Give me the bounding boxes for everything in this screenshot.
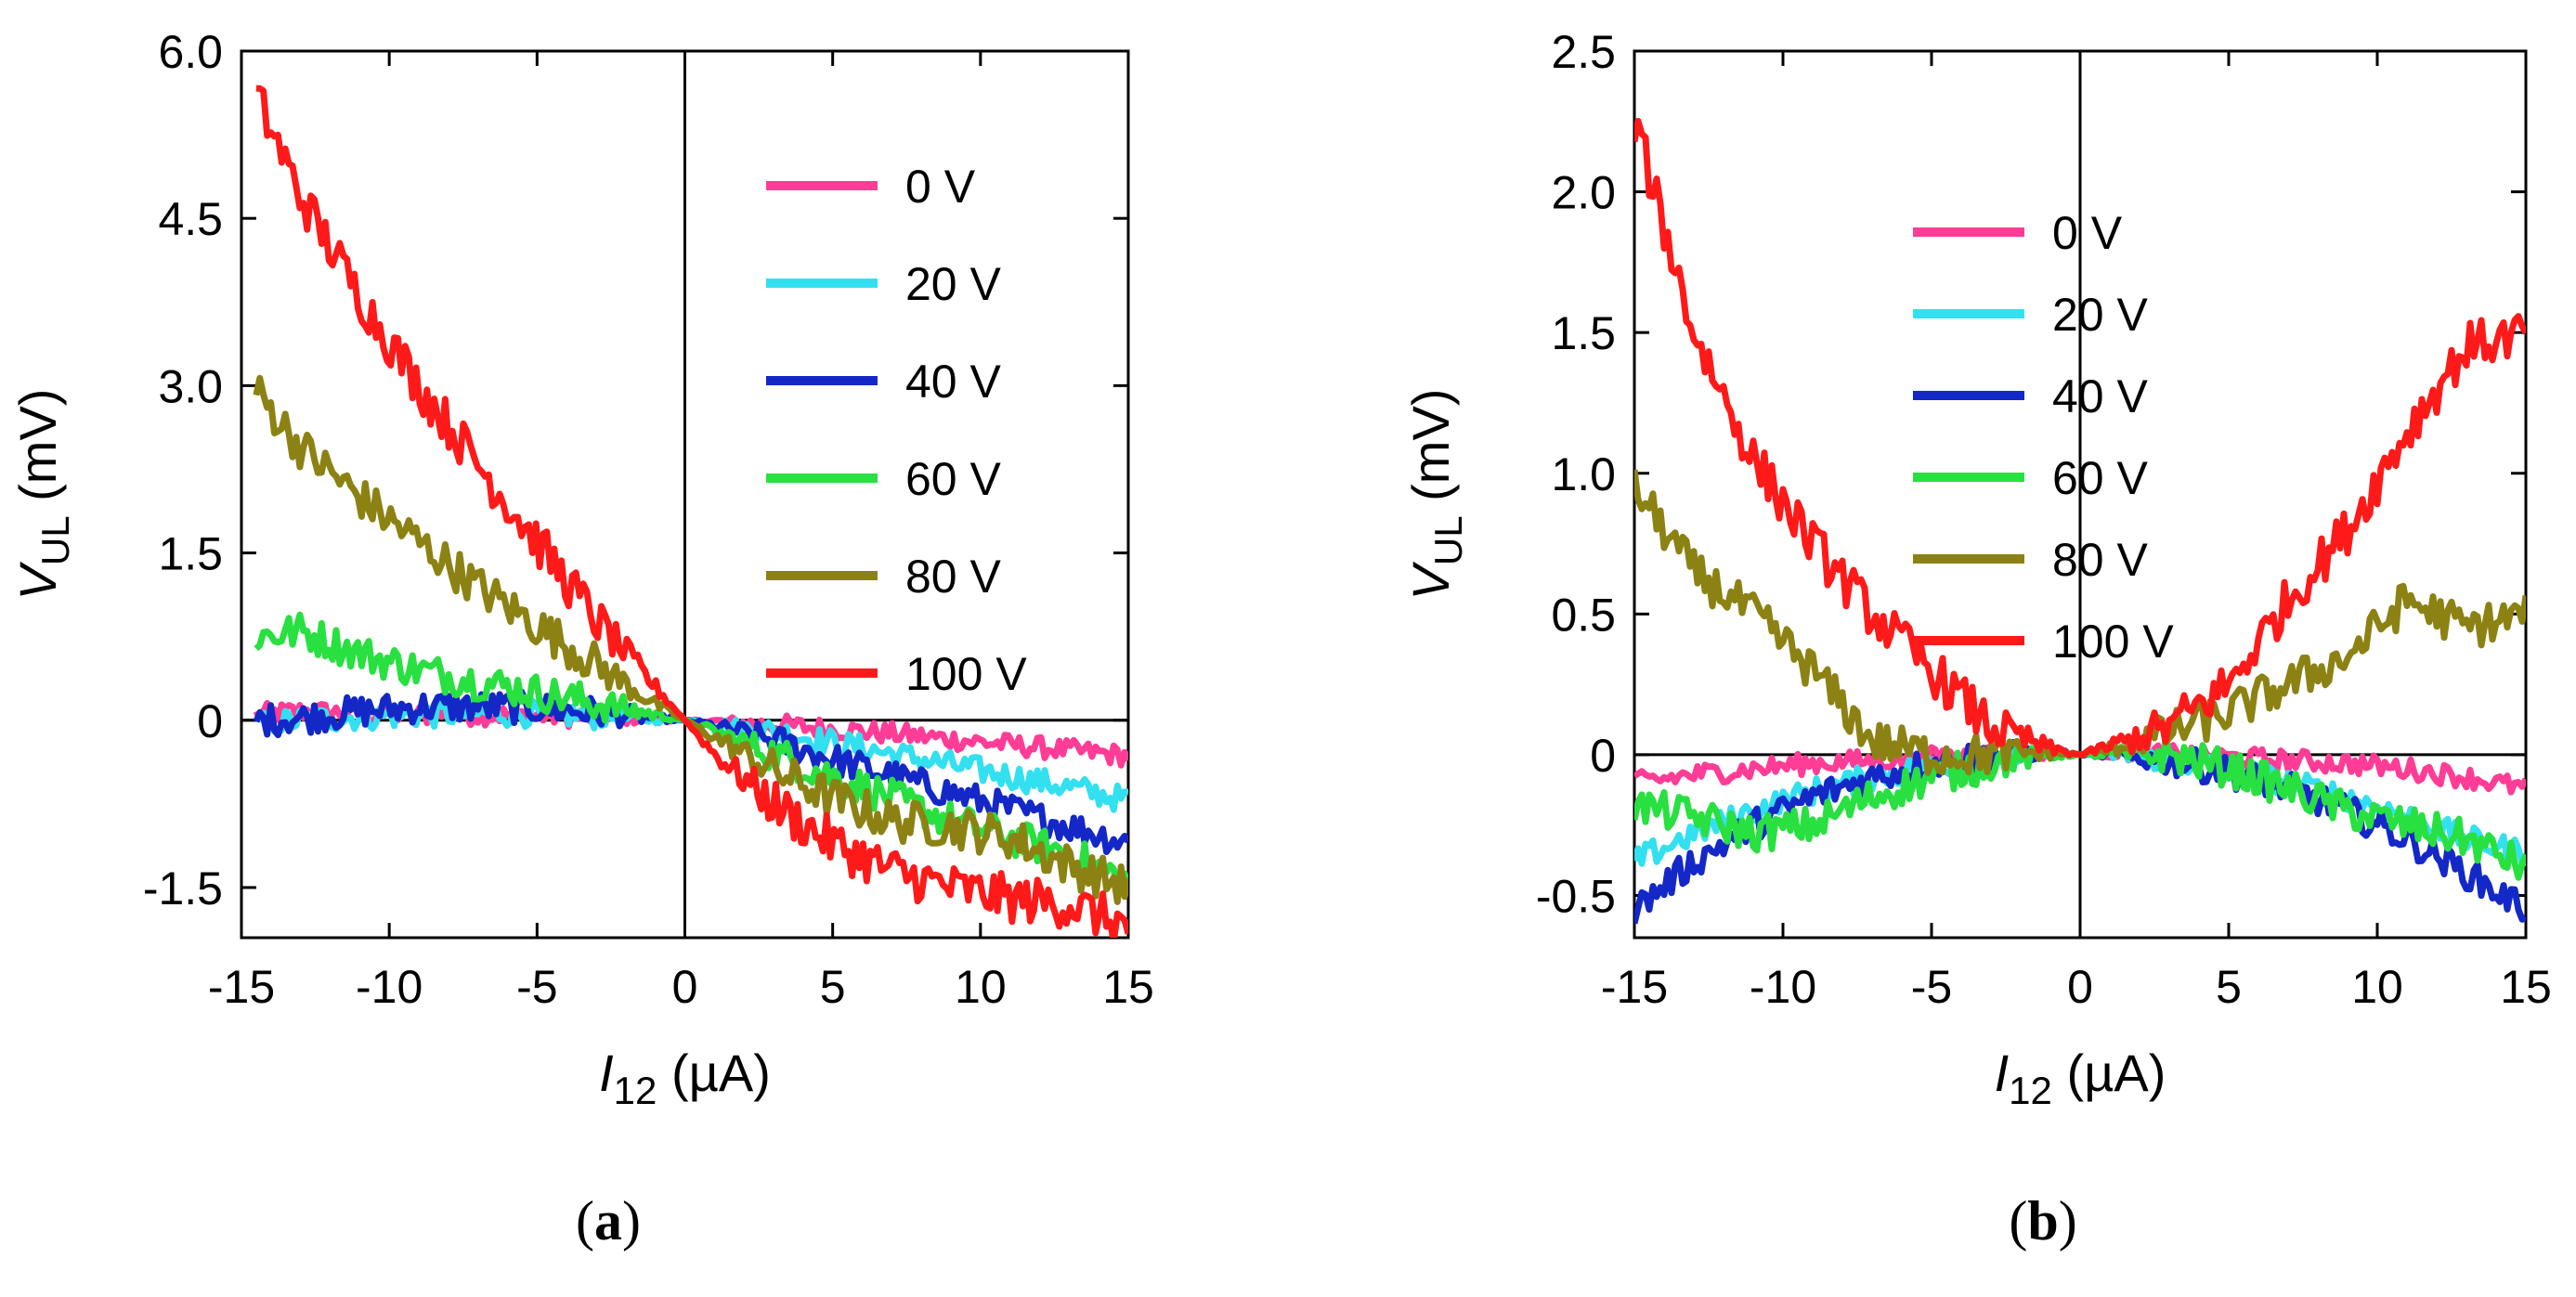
x-tick-label: 0 — [672, 961, 698, 1013]
x-tick-label: 10 — [955, 961, 1007, 1013]
y-tick-label: 0.5 — [1551, 589, 1616, 641]
series-line-100v — [255, 84, 1128, 938]
x-tick-label: 10 — [2351, 961, 2403, 1013]
x-axis-label: I12 (µA) — [1995, 1044, 2166, 1112]
x-tick-label: -5 — [1911, 961, 1952, 1013]
x-tick-label: 15 — [1102, 961, 1154, 1013]
series-line-80v — [253, 374, 1128, 905]
y-tick-label: 6.0 — [158, 26, 223, 78]
legend-label: 100 V — [905, 648, 1027, 700]
legend-label: 60 V — [905, 453, 1002, 505]
series-line-100v — [1634, 118, 2526, 759]
legend-label: 80 V — [905, 551, 1002, 603]
y-tick-label: 1.0 — [1551, 448, 1616, 500]
y-tick-label: 0 — [197, 695, 223, 747]
y-tick-label: 4.5 — [158, 193, 223, 245]
legend-label: 20 V — [2052, 289, 2149, 341]
legend-label: 60 V — [2052, 452, 2149, 504]
x-tick-label: -10 — [356, 961, 423, 1013]
panel-b: -15 -10 -5 0 5 10 15 -0.5 0 0.5 1.0 1.5 2.0 2.5 I12 (µ… — [1401, 26, 2552, 1252]
y-axis-label: VUL (mV) — [1401, 389, 1470, 601]
legend-label: 40 V — [2052, 370, 2149, 422]
legend-label: 20 V — [905, 258, 1002, 310]
x-tick-label: -5 — [516, 961, 557, 1013]
y-tick-label: 2.5 — [1551, 26, 1616, 78]
panel-a: -15 -10 -5 0 5 10 15 -1.5 0 1.5 3.0 4.5 6.0 I12 (µA) V… — [8, 26, 1154, 1252]
x-tick-label: -15 — [1601, 961, 1668, 1013]
x-tick-label: -10 — [1750, 961, 1816, 1013]
y-tick-label: 3.0 — [158, 360, 223, 412]
y-tick-label: -1.5 — [143, 863, 223, 914]
legend-label: 0 V — [905, 161, 976, 213]
panel-label: (b) — [2009, 1190, 2076, 1252]
legend-label: 40 V — [905, 356, 1002, 408]
x-tick-label: -15 — [208, 961, 275, 1013]
legend-label: 100 V — [2052, 616, 2174, 668]
y-tick-label: 1.5 — [158, 528, 223, 580]
x-tick-label: 5 — [2216, 961, 2242, 1013]
x-tick-label: 5 — [820, 961, 846, 1013]
y-tick-label: 2.0 — [1551, 167, 1616, 219]
y-tick-label: 0 — [1590, 730, 1616, 782]
x-tick-label: 15 — [2500, 961, 2552, 1013]
x-axis-label: I12 (µA) — [599, 1044, 771, 1112]
y-tick-label: 1.5 — [1551, 307, 1616, 359]
y-axis-label: VUL (mV) — [8, 389, 77, 601]
y-tick-label: -0.5 — [1536, 871, 1616, 923]
x-tick-label: 0 — [2067, 961, 2093, 1013]
legend-label: 80 V — [2052, 534, 2149, 586]
panel-label: (a) — [576, 1190, 641, 1252]
legend-label: 0 V — [2052, 207, 2123, 259]
